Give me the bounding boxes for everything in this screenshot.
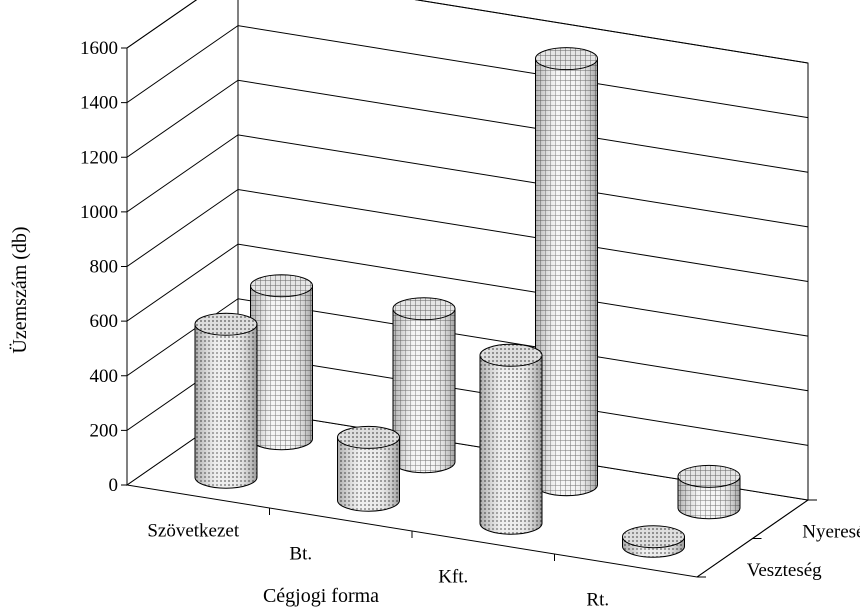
gridlines — [126, 0, 809, 446]
y-tick-label: 600 — [90, 311, 119, 332]
x-tick-label: Szövetkezet — [147, 521, 240, 542]
gridline — [126, 188, 809, 282]
gridline — [126, 0, 809, 64]
x-tick-label: Bt. — [289, 544, 312, 565]
gridline — [126, 298, 809, 392]
gridline — [126, 134, 809, 228]
y-axis-title: Üzemszám (db) — [8, 226, 31, 353]
y-tick-label: 1600 — [80, 38, 118, 59]
y-axis-ticks: 0 200 400 600 800 1000 1200 1400 1600 — [80, 38, 127, 496]
y-tick-label: 1200 — [80, 147, 118, 168]
bar — [479, 343, 543, 535]
series-tick-label: Nyereség — [802, 521, 860, 542]
series-axis-ticks: Veszteség Nyereség — [696, 499, 860, 581]
x-axis-title: Cégjogi forma — [263, 585, 379, 607]
x-tick-label: Rt. — [586, 590, 609, 610]
bar — [677, 464, 741, 520]
bars — [194, 47, 741, 558]
y-tick-label: 400 — [90, 366, 119, 387]
y-tick-label: 0 — [109, 475, 119, 496]
gridline — [126, 25, 809, 119]
series-tick-label: Veszteség — [747, 560, 822, 581]
bar — [622, 525, 685, 558]
x-axis-ticks: Szövetkezet Bt. Kft. Rt. — [147, 508, 609, 610]
y-tick-label: 800 — [90, 257, 119, 278]
bar — [535, 47, 598, 497]
y-tick-label: 1000 — [80, 202, 118, 223]
bar — [337, 425, 400, 512]
y-tick-label: 1400 — [80, 93, 118, 114]
y-tick-label: 200 — [90, 420, 119, 441]
x-tick-label: Kft. — [438, 567, 468, 588]
bar — [250, 274, 313, 451]
bar — [392, 297, 456, 474]
gridline — [126, 79, 809, 173]
bar — [194, 312, 258, 489]
gridline — [126, 243, 809, 337]
